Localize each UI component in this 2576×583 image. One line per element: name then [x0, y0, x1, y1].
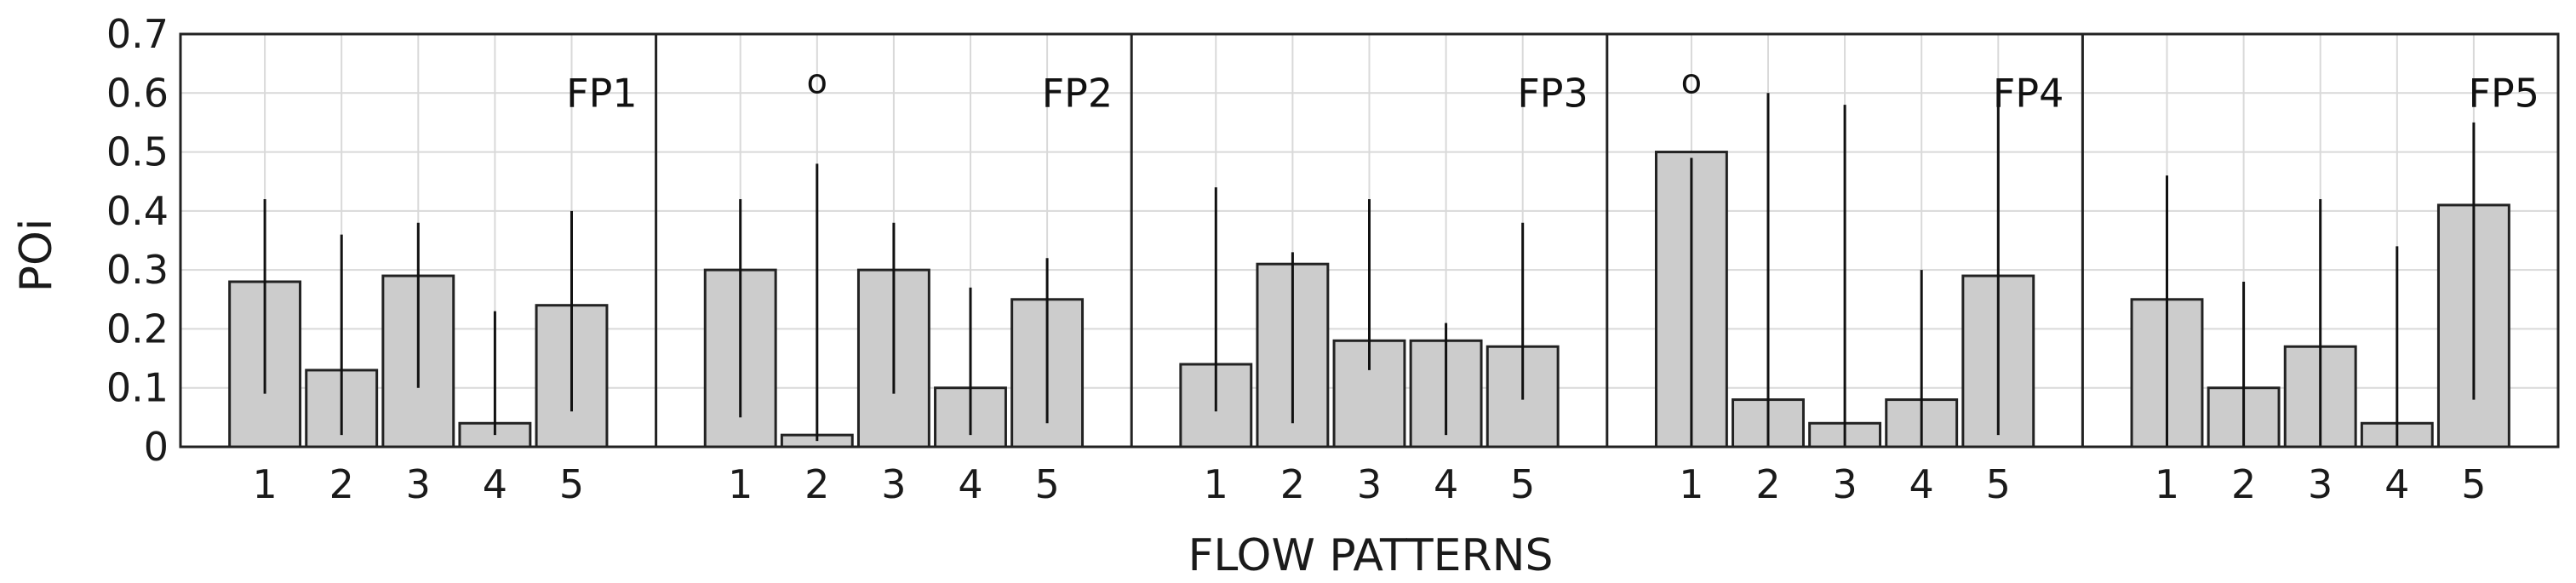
x-tick-label: 4 — [2384, 461, 2409, 507]
y-axis-title: POi — [11, 219, 62, 293]
error-bars — [263, 93, 2476, 447]
x-tick-label: 2 — [1755, 461, 1780, 507]
x-tick-label: 3 — [881, 461, 906, 507]
x-tick-label: 1 — [1679, 461, 1703, 507]
x-tick-label: 2 — [2231, 461, 2256, 507]
plot-frame — [179, 32, 2560, 449]
y-tick-label: 0.2 — [106, 306, 169, 352]
y-tick-label: 0.7 — [106, 11, 169, 57]
axes-frame — [179, 32, 2560, 449]
y-tick-label: 0.3 — [106, 247, 169, 293]
y-tick-label: 0.6 — [106, 70, 169, 116]
x-tick-label: 4 — [1909, 461, 1934, 507]
x-tick-label: 1 — [728, 461, 753, 507]
panel-label: FP2 — [1042, 70, 1113, 116]
x-tick-label: 4 — [958, 461, 982, 507]
outlier-marker: o — [1681, 62, 1702, 101]
x-tick-label: 3 — [406, 461, 431, 507]
x-tick-label: 3 — [1832, 461, 1857, 507]
x-tick-label: 3 — [2308, 461, 2333, 507]
panel-label: FP3 — [1517, 70, 1588, 116]
x-tick-label: 5 — [559, 461, 584, 507]
x-tick-label: 5 — [2461, 461, 2486, 507]
outlier-marker: o — [807, 62, 827, 101]
x-tick-label: 5 — [1034, 461, 1059, 507]
panel-label: FP5 — [2469, 70, 2539, 116]
x-tick-label: 1 — [1204, 461, 1228, 507]
panel-label: FP1 — [566, 70, 637, 116]
x-tick-label: 2 — [329, 461, 354, 507]
y-tick-label: 0.5 — [106, 129, 169, 175]
x-tick-label: 5 — [1510, 461, 1535, 507]
y-tick-label: 0 — [144, 424, 169, 470]
x-tick-label: 4 — [1434, 461, 1458, 507]
x-tick-label: 4 — [483, 461, 507, 507]
y-tick-label: 0.4 — [106, 188, 169, 234]
x-tick-label: 1 — [252, 461, 277, 507]
labels: 0 0.1 0.2 0.3 0.4 0.5 0.6 0.7 1 2 3 4 5 FP1 o 1 2 3 4 5 FP2 1… — [106, 11, 2539, 507]
x-tick-label: 1 — [2155, 461, 2179, 507]
y-tick-label: 0.1 — [106, 365, 169, 411]
x-tick-label: 2 — [804, 461, 829, 507]
x-tick-label: 3 — [1357, 461, 1382, 507]
x-tick-label: 2 — [1280, 461, 1305, 507]
x-tick-label: 5 — [1986, 461, 2011, 507]
panel-label: FP4 — [1993, 70, 2064, 116]
x-axis-title: FLOW PATTERNS — [1188, 530, 1554, 581]
